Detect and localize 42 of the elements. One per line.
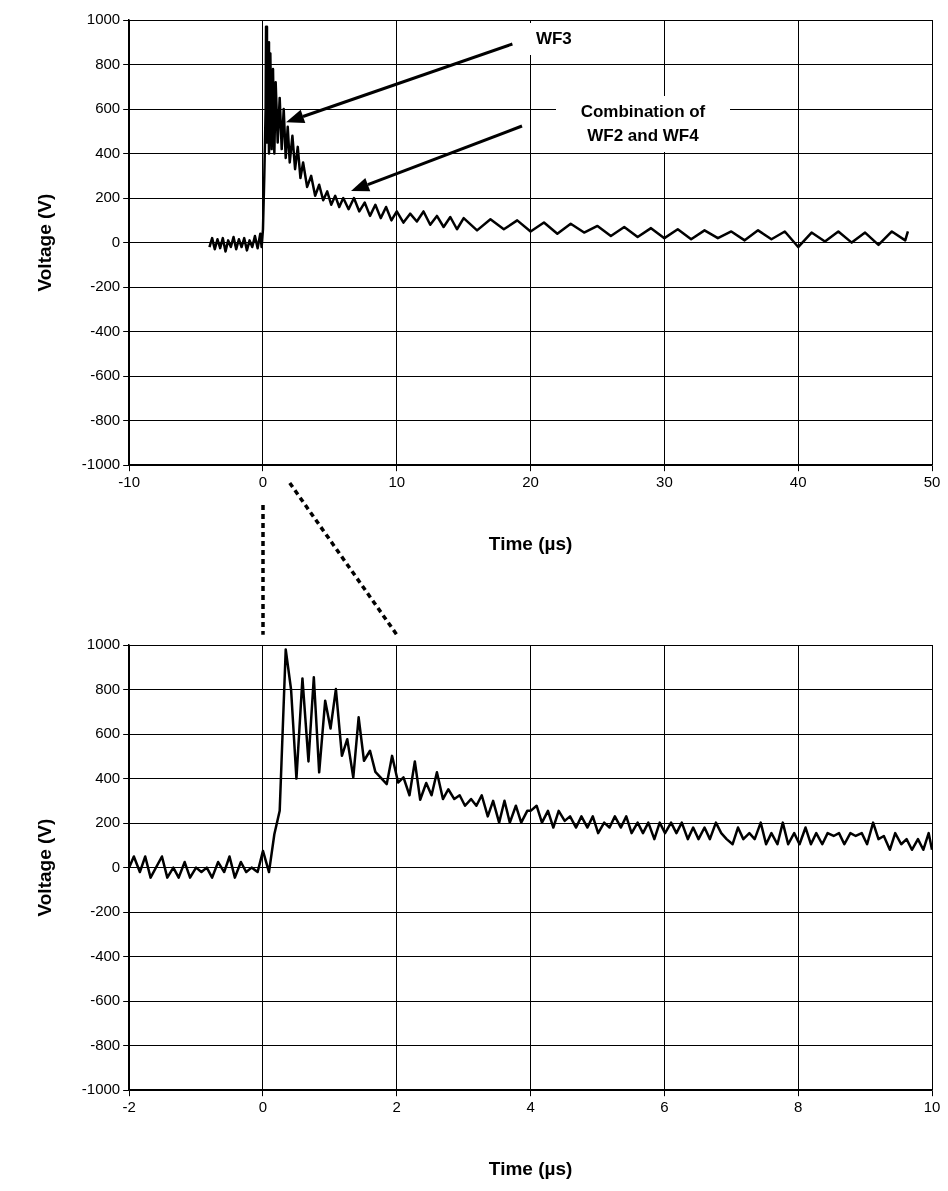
x-tick-label: 8 [794,1098,803,1116]
x-tick-label: 6 [660,1098,669,1116]
annotation: WF3 [523,23,584,56]
y-tick-label: -1000 [81,1080,121,1098]
x-axis-title: Time (µs) [488,1157,573,1179]
y-tick-label: 200 [95,813,121,831]
x-tick-label: 30 [656,473,673,491]
y-tick-label: 400 [95,768,121,786]
x-tick-label: 4 [526,1098,535,1116]
x-tick-label: 40 [789,473,807,491]
x-tick-label: 20 [522,473,539,491]
y-tick-label: 400 [95,143,121,161]
x-tick-label: -10 [118,473,141,491]
x-tick-label: -2 [122,1098,136,1116]
y-tick-label: -200 [90,902,121,920]
y-tick-label: 200 [95,188,121,206]
y-tick-label: 1000 [86,10,121,28]
x-tick-label: 0 [258,473,268,491]
y-tick-label: -800 [90,1035,121,1053]
y-tick-label: 0 [111,857,121,875]
y-axis-title: Voltage (V) [33,193,55,292]
x-tick-label: 0 [258,1098,268,1116]
y-tick-label: 600 [95,99,121,117]
annotation: Combination of WF2 and WF4 [555,96,730,153]
x-tick-label: 2 [392,1098,401,1116]
y-tick-label: -1000 [81,455,121,473]
x-tick-label: 50 [923,473,941,491]
y-tick-label: -400 [90,946,121,964]
y-tick-label: 1000 [86,635,121,653]
y-tick-label: -800 [90,410,121,428]
y-tick-label: 0 [111,232,121,250]
x-axis-title: Time (µs) [488,532,573,554]
y-tick-label: 600 [95,724,121,742]
y-tick-label: -400 [90,321,121,339]
y-tick-label: -600 [90,366,121,384]
y-tick-label: -600 [90,991,121,1009]
y-tick-label: 800 [95,679,121,697]
y-tick-label: -200 [90,277,121,295]
x-tick-label: 10 [388,473,406,491]
y-axis-title: Voltage (V) [33,818,55,917]
x-tick-label: 10 [923,1098,941,1116]
y-tick-label: 800 [95,54,121,72]
